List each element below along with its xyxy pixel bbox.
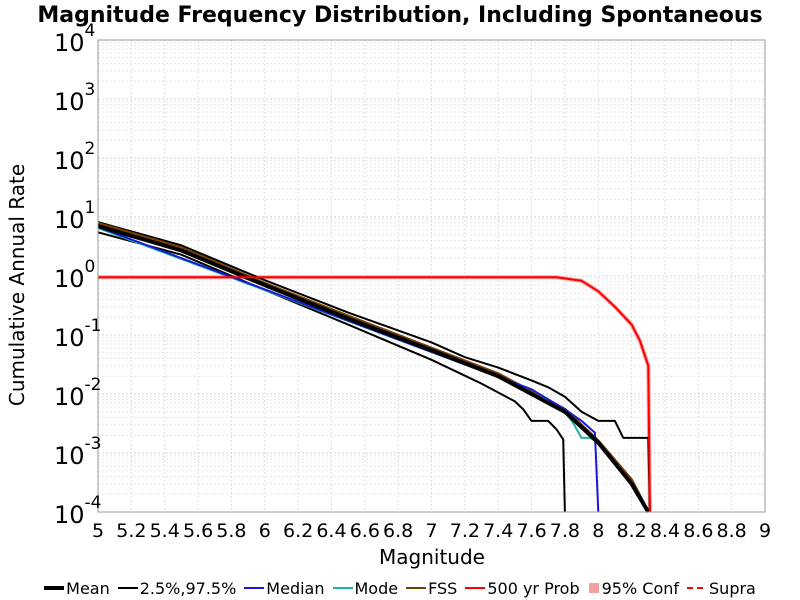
x-tick-label: 7.8 bbox=[550, 520, 580, 542]
legend-swatch bbox=[332, 587, 353, 589]
legend-swatch bbox=[465, 587, 486, 589]
legend-swatch bbox=[244, 587, 265, 589]
x-tick-label: 6.2 bbox=[283, 520, 313, 542]
y-tick-label: 100 bbox=[54, 257, 95, 293]
legend-label: Median bbox=[266, 578, 325, 598]
x-tick-label: 6.4 bbox=[316, 520, 346, 542]
y-tick-label: 101 bbox=[54, 198, 95, 234]
legend-item: 500 yr Prob bbox=[465, 578, 580, 598]
legend-swatch bbox=[406, 587, 427, 589]
chart-title: Magnitude Frequency Distribution, Includ… bbox=[37, 3, 763, 28]
x-tick-label: 6.6 bbox=[350, 520, 380, 542]
legend-item: 95% Conf bbox=[588, 579, 679, 598]
x-tick-label: 7 bbox=[425, 520, 437, 542]
legend-label: 2.5%,97.5% bbox=[139, 578, 237, 598]
series-line-fss bbox=[97, 221, 650, 513]
x-tick-label: 5.6 bbox=[183, 520, 213, 542]
x-tick-label: 8.8 bbox=[717, 520, 747, 542]
legend-item: Mean bbox=[44, 579, 110, 598]
legend-label: 500 yr Prob bbox=[487, 578, 580, 598]
legend-swatch bbox=[588, 583, 599, 593]
legend-item: 2.5%,97.5% bbox=[117, 578, 237, 598]
y-tick-label: 102 bbox=[54, 139, 95, 175]
x-tick-label: 5 bbox=[92, 520, 104, 542]
y-tick-label: 104 bbox=[54, 21, 95, 57]
x-tick-label: 5.2 bbox=[116, 520, 146, 542]
y-axis-label: Cumulative Annual Rate bbox=[5, 164, 29, 406]
x-tick-label: 7.6 bbox=[516, 520, 546, 542]
legend-label: Mean bbox=[66, 578, 110, 598]
x-tick-label: 8.6 bbox=[683, 520, 713, 542]
series-group bbox=[97, 221, 652, 514]
x-axis-label: Magnitude bbox=[379, 545, 485, 569]
legend-swatch bbox=[117, 587, 138, 589]
y-tick-label: 103 bbox=[54, 80, 95, 116]
y-tick-label: 10-1 bbox=[54, 316, 102, 352]
legend-label: Mode bbox=[354, 578, 399, 598]
x-tick-label: 8.4 bbox=[650, 520, 680, 542]
legend-swatch bbox=[44, 586, 65, 590]
legend-label: FSS bbox=[428, 578, 458, 598]
x-tick-label: 5.4 bbox=[150, 520, 180, 542]
y-tick-label: 10-3 bbox=[54, 434, 102, 470]
legend: Mean 2.5%,97.5% Median Mode FSS 500 yr Prob 95… bbox=[0, 577, 800, 599]
legend-item: Mode bbox=[332, 578, 399, 598]
series-line-upper bbox=[97, 221, 651, 513]
x-tick-label: 5.8 bbox=[216, 520, 246, 542]
grid bbox=[97, 40, 766, 513]
x-tick-label: 8 bbox=[592, 520, 604, 542]
x-tick-label: 9 bbox=[759, 520, 771, 542]
legend-swatch bbox=[687, 587, 708, 589]
x-tick-label: 7.4 bbox=[483, 520, 513, 542]
legend-label: Supra bbox=[709, 578, 756, 598]
plot-frame bbox=[97, 39, 766, 513]
y-tick-label: 10-4 bbox=[54, 493, 102, 529]
series-line-median bbox=[97, 225, 600, 513]
legend-item: FSS bbox=[406, 579, 457, 598]
y-axis-ticks: 10-4 10-3 10-2 10-1 100 101 102 103 104 bbox=[54, 21, 102, 529]
x-tick-label: 7.2 bbox=[450, 520, 480, 542]
x-tick-label: 8.2 bbox=[616, 520, 646, 542]
y-tick-label: 10-2 bbox=[54, 375, 102, 411]
x-tick-label: 6.8 bbox=[383, 520, 413, 542]
legend-label: 95% Conf bbox=[601, 578, 680, 598]
legend-item: Supra bbox=[687, 579, 756, 598]
series-line-mean bbox=[97, 224, 651, 514]
legend-item: Median bbox=[244, 578, 325, 598]
x-tick-label: 6 bbox=[259, 520, 271, 542]
series-line-prob500 bbox=[98, 276, 651, 513]
x-axis-ticks: 5 5.2 5.4 5.6 5.8 6 6.2 6.4 6.6 6.8 7 7.2 7.4 7.6 7.8 8… bbox=[92, 520, 771, 542]
